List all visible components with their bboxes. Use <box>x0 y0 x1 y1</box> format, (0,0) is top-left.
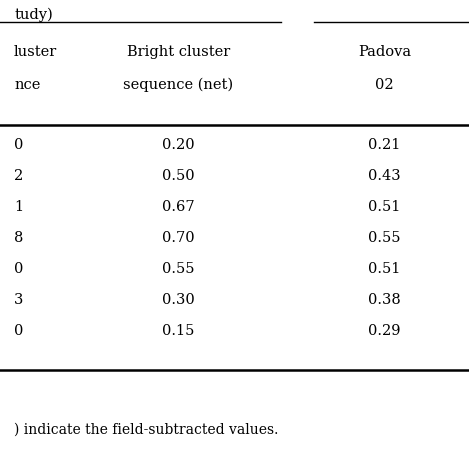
Text: 0: 0 <box>14 262 23 276</box>
Text: 0.21: 0.21 <box>368 138 401 152</box>
Text: ) indicate the field-subtracted values.: ) indicate the field-subtracted values. <box>14 423 279 437</box>
Text: 0.51: 0.51 <box>368 262 401 276</box>
Text: 0.70: 0.70 <box>162 231 195 245</box>
Text: 02: 02 <box>375 78 394 92</box>
Text: 0: 0 <box>14 138 23 152</box>
Text: 0.20: 0.20 <box>162 138 195 152</box>
Text: Bright cluster: Bright cluster <box>127 45 230 59</box>
Text: Padova: Padova <box>358 45 411 59</box>
Text: 2: 2 <box>14 169 23 183</box>
Text: 0.43: 0.43 <box>368 169 401 183</box>
Text: 0.67: 0.67 <box>162 200 195 214</box>
Text: nce: nce <box>14 78 40 92</box>
Text: 3: 3 <box>14 293 23 307</box>
Text: 0.55: 0.55 <box>368 231 401 245</box>
Text: 0.38: 0.38 <box>368 293 401 307</box>
Text: sequence (net): sequence (net) <box>123 78 233 92</box>
Text: 8: 8 <box>14 231 23 245</box>
Text: tudy): tudy) <box>14 8 53 23</box>
Text: 0.51: 0.51 <box>368 200 401 214</box>
Text: luster: luster <box>14 45 57 59</box>
Text: 0.15: 0.15 <box>162 324 195 338</box>
Text: 0.30: 0.30 <box>162 293 195 307</box>
Text: 0.29: 0.29 <box>368 324 401 338</box>
Text: 0.50: 0.50 <box>162 169 195 183</box>
Text: 0.55: 0.55 <box>162 262 195 276</box>
Text: 1: 1 <box>14 200 23 214</box>
Text: 0: 0 <box>14 324 23 338</box>
